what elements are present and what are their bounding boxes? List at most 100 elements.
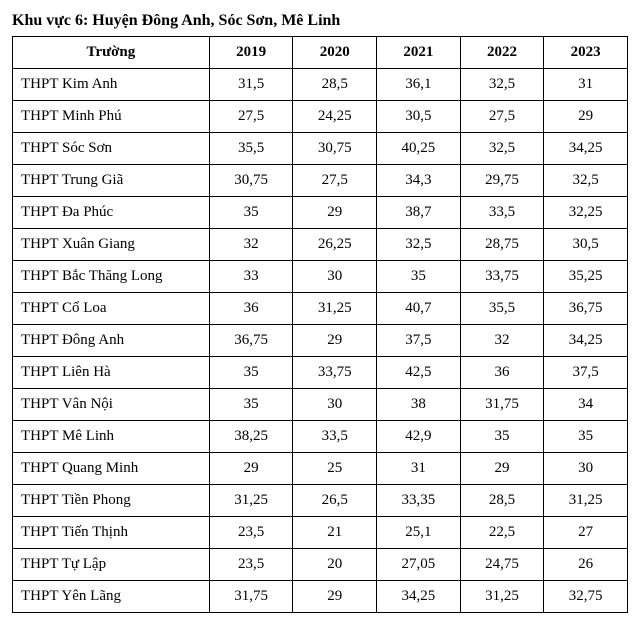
score-cell: 27,5 (460, 101, 544, 133)
scores-table: Trường 2019 2020 2021 2022 2023 THPT Kim… (12, 36, 628, 613)
score-cell: 27 (544, 517, 628, 549)
score-cell: 36 (460, 357, 544, 389)
score-cell: 25,1 (377, 517, 461, 549)
score-cell: 34,25 (544, 133, 628, 165)
score-cell: 33,5 (460, 197, 544, 229)
score-cell: 31 (544, 69, 628, 101)
score-cell: 36,75 (544, 293, 628, 325)
score-cell: 37,5 (377, 325, 461, 357)
table-row: THPT Kim Anh31,528,536,132,531 (13, 69, 628, 101)
score-cell: 29,75 (460, 165, 544, 197)
score-cell: 22,5 (460, 517, 544, 549)
table-row: THPT Liên Hà3533,7542,53637,5 (13, 357, 628, 389)
score-cell: 42,9 (377, 421, 461, 453)
score-cell: 40,25 (377, 133, 461, 165)
score-cell: 35 (209, 389, 293, 421)
school-name-cell: THPT Đông Anh (13, 325, 210, 357)
school-name-cell: THPT Tự Lập (13, 549, 210, 581)
score-cell: 28,5 (460, 485, 544, 517)
school-name-cell: THPT Kim Anh (13, 69, 210, 101)
score-cell: 34,3 (377, 165, 461, 197)
school-name-cell: THPT Vân Nội (13, 389, 210, 421)
table-row: THPT Cổ Loa3631,2540,735,536,75 (13, 293, 628, 325)
score-cell: 31,5 (209, 69, 293, 101)
score-cell: 31,25 (544, 485, 628, 517)
score-cell: 33,5 (293, 421, 377, 453)
score-cell: 26,5 (293, 485, 377, 517)
score-cell: 37,5 (544, 357, 628, 389)
col-header-school: Trường (13, 37, 210, 69)
col-header-2023: 2023 (544, 37, 628, 69)
col-header-2020: 2020 (293, 37, 377, 69)
table-row: THPT Xuân Giang3226,2532,528,7530,5 (13, 229, 628, 261)
score-cell: 31,75 (209, 581, 293, 613)
score-cell: 32 (209, 229, 293, 261)
score-cell: 36,75 (209, 325, 293, 357)
score-cell: 23,5 (209, 517, 293, 549)
score-cell: 35 (544, 421, 628, 453)
score-cell: 29 (293, 197, 377, 229)
school-name-cell: THPT Xuân Giang (13, 229, 210, 261)
table-row: THPT Đa Phúc352938,733,532,25 (13, 197, 628, 229)
score-cell: 27,5 (293, 165, 377, 197)
score-cell: 23,5 (209, 549, 293, 581)
score-cell: 30,5 (544, 229, 628, 261)
score-cell: 32,5 (460, 69, 544, 101)
score-cell: 29 (544, 101, 628, 133)
score-cell: 24,25 (293, 101, 377, 133)
school-name-cell: THPT Liên Hà (13, 357, 210, 389)
table-row: THPT Quang Minh2925312930 (13, 453, 628, 485)
table-row: THPT Vân Nội35303831,7534 (13, 389, 628, 421)
score-cell: 31,25 (293, 293, 377, 325)
table-row: THPT Đông Anh36,752937,53234,25 (13, 325, 628, 357)
table-row: THPT Yên Lãng31,752934,2531,2532,75 (13, 581, 628, 613)
score-cell: 33,75 (293, 357, 377, 389)
score-cell: 32,75 (544, 581, 628, 613)
score-cell: 38,7 (377, 197, 461, 229)
score-cell: 30,75 (293, 133, 377, 165)
score-cell: 28,5 (293, 69, 377, 101)
col-header-2021: 2021 (377, 37, 461, 69)
school-name-cell: THPT Yên Lãng (13, 581, 210, 613)
score-cell: 35 (377, 261, 461, 293)
score-cell: 20 (293, 549, 377, 581)
score-cell: 26,25 (293, 229, 377, 261)
score-cell: 32,5 (460, 133, 544, 165)
table-row: THPT Tiến Thịnh23,52125,122,527 (13, 517, 628, 549)
score-cell: 25 (293, 453, 377, 485)
score-cell: 38 (377, 389, 461, 421)
school-name-cell: THPT Minh Phú (13, 101, 210, 133)
score-cell: 30 (293, 389, 377, 421)
school-name-cell: THPT Trung Giã (13, 165, 210, 197)
school-name-cell: THPT Tiến Thịnh (13, 517, 210, 549)
score-cell: 32,5 (544, 165, 628, 197)
table-row: THPT Bắc Thăng Long33303533,7535,25 (13, 261, 628, 293)
table-row: THPT Tiền Phong31,2526,533,3528,531,25 (13, 485, 628, 517)
score-cell: 33,35 (377, 485, 461, 517)
score-cell: 27,05 (377, 549, 461, 581)
score-cell: 32 (460, 325, 544, 357)
score-cell: 29 (460, 453, 544, 485)
score-cell: 40,7 (377, 293, 461, 325)
score-cell: 35 (209, 197, 293, 229)
score-cell: 32,5 (377, 229, 461, 261)
score-cell: 31 (377, 453, 461, 485)
score-cell: 30,75 (209, 165, 293, 197)
school-name-cell: THPT Quang Minh (13, 453, 210, 485)
score-cell: 26 (544, 549, 628, 581)
score-cell: 35,5 (209, 133, 293, 165)
score-cell: 30,5 (377, 101, 461, 133)
score-cell: 29 (209, 453, 293, 485)
school-name-cell: THPT Sóc Sơn (13, 133, 210, 165)
score-cell: 30 (544, 453, 628, 485)
school-name-cell: THPT Đa Phúc (13, 197, 210, 229)
score-cell: 33 (209, 261, 293, 293)
score-cell: 31,75 (460, 389, 544, 421)
score-cell: 31,25 (209, 485, 293, 517)
table-row: THPT Sóc Sơn35,530,7540,2532,534,25 (13, 133, 628, 165)
score-cell: 31,25 (460, 581, 544, 613)
score-cell: 36,1 (377, 69, 461, 101)
table-row: THPT Mê Linh38,2533,542,93535 (13, 421, 628, 453)
score-cell: 24,75 (460, 549, 544, 581)
school-name-cell: THPT Cổ Loa (13, 293, 210, 325)
